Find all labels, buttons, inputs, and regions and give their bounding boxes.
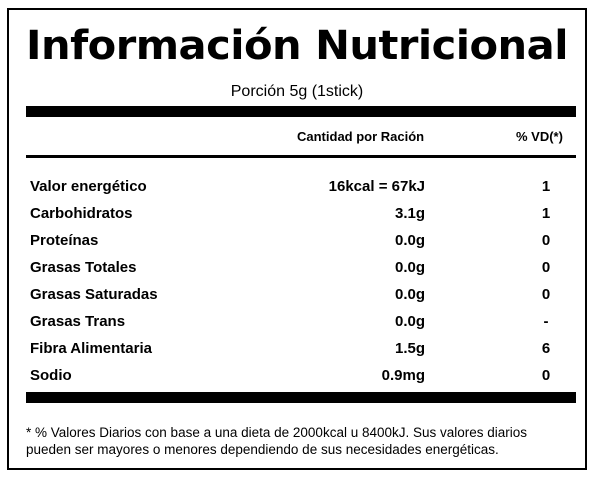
nutrient-row: Grasas Trans 0.0g - (26, 308, 576, 335)
nutrient-row: Sodio 0.9mg 0 (26, 362, 576, 389)
amount-column-header: Cantidad por Ración (297, 129, 425, 144)
nutrient-amount: 0.0g (394, 286, 425, 303)
bottom-divider (26, 392, 576, 403)
nutrient-amount: 3.1g (394, 205, 425, 222)
nutrient-daily-value: 6 (541, 340, 551, 357)
nutrition-facts-panel: Información Nutricional Porción 5g (1sti… (7, 8, 587, 470)
nutrient-amount: 0.0g (394, 313, 425, 330)
nutrient-name: Grasas Saturadas (30, 286, 158, 303)
nutrient-daily-value: - (543, 313, 549, 330)
nutrient-row: Valor energético 16kcal = 67kJ 1 (26, 173, 576, 200)
top-divider (26, 106, 576, 117)
nutrient-amount: 0.0g (394, 232, 425, 249)
nutrient-amount: 1.5g (394, 340, 425, 357)
serving-size: Porción 5g (1stick) (230, 83, 364, 100)
nutrient-daily-value: 1 (541, 205, 551, 222)
panel-title: Información Nutricional (26, 23, 568, 69)
nutrient-name: Fibra Alimentaria (30, 340, 152, 357)
nutrient-name: Grasas Trans (30, 313, 126, 330)
nutrient-row: Proteínas 0.0g 0 (26, 227, 576, 254)
nutrient-row: Grasas Saturadas 0.0g 0 (26, 281, 576, 308)
daily-value-footnote: * % Valores Diarios con base a una dieta… (26, 424, 566, 458)
nutrient-daily-value: 0 (541, 232, 551, 249)
nutrient-name: Valor energético (30, 178, 147, 195)
footnote-line: * % Valores Diarios con base a una dieta… (26, 425, 528, 440)
footnote-line: pueden ser mayores o menores dependiendo… (26, 442, 499, 457)
nutrient-daily-value: 1 (541, 178, 551, 195)
nutrient-name: Carbohidratos (30, 205, 133, 222)
daily-value-column-header: % VD(*) (516, 129, 563, 144)
nutrient-name: Grasas Totales (30, 259, 137, 276)
nutrient-row: Carbohidratos 3.1g 1 (26, 200, 576, 227)
nutrient-amount: 0.0g (394, 259, 425, 276)
nutrient-amount: 0.9mg (381, 367, 425, 384)
nutrient-row: Fibra Alimentaria 1.5g 6 (26, 335, 576, 362)
nutrient-row: Grasas Totales 0.0g 0 (26, 254, 576, 281)
nutrient-daily-value: 0 (541, 259, 551, 276)
nutrient-daily-value: 0 (541, 367, 551, 384)
nutrient-table: Valor energético 16kcal = 67kJ 1 Carbohi… (26, 173, 576, 389)
header-divider (26, 155, 576, 158)
nutrient-daily-value: 0 (541, 286, 551, 303)
nutrient-amount: 16kcal = 67kJ (328, 178, 425, 195)
nutrient-name: Proteínas (30, 232, 99, 249)
nutrient-name: Sodio (30, 367, 72, 384)
